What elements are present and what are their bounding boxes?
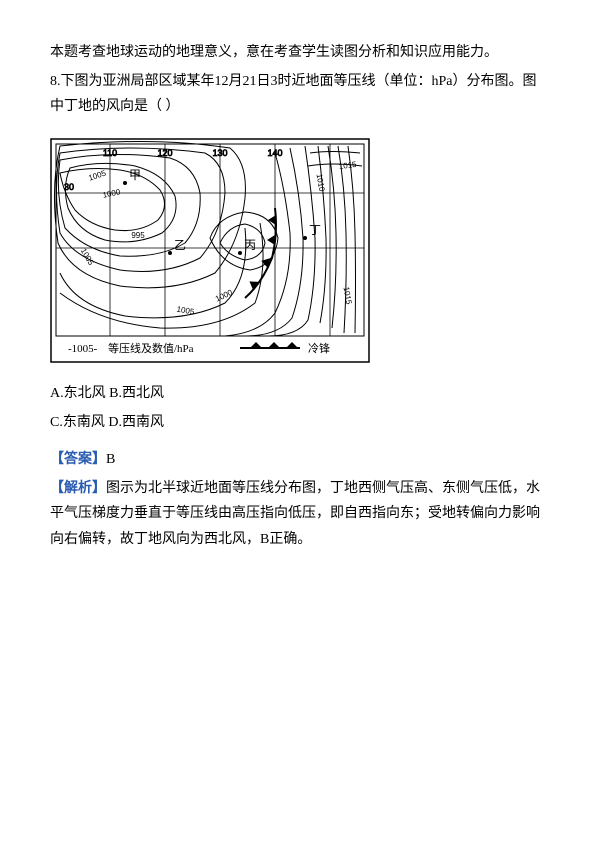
answer-prefix: 【答案】 bbox=[50, 452, 106, 467]
analysis-prefix: 【解析】 bbox=[50, 481, 106, 496]
svg-text:丙: 丙 bbox=[244, 238, 256, 252]
analysis-line: 【解析】图示为北半球近地面等压线分布图，丁地西侧气压高、东侧气压低，水平气压梯度… bbox=[50, 476, 545, 552]
pressure-map-svg: 11012013014030 1005100099510051005100010… bbox=[50, 138, 370, 363]
svg-text:130: 130 bbox=[212, 148, 227, 158]
option-line-ab: A.东北风 B.西北风 bbox=[50, 381, 545, 406]
svg-text:-1005-: -1005- bbox=[68, 343, 98, 355]
intro-line-1: 本题考查地球运动的地理意义，意在考查学生读图分析和知识应用能力。 bbox=[50, 40, 545, 65]
svg-text:995: 995 bbox=[131, 231, 145, 240]
intro-line-2: 8.下图为亚洲局部区域某年12月21日3时近地面等压线（单位：hPa）分布图。图… bbox=[50, 69, 545, 119]
svg-text:丁: 丁 bbox=[309, 223, 321, 237]
svg-text:等压线及数值/hPa: 等压线及数值/hPa bbox=[108, 341, 194, 355]
svg-text:甲: 甲 bbox=[129, 168, 141, 182]
pressure-map-figure: 11012013014030 1005100099510051005100010… bbox=[50, 138, 545, 363]
analysis-body: 图示为北半球近地面等压线分布图，丁地西侧气压高、东侧气压低，水平气压梯度力垂直于… bbox=[50, 481, 540, 546]
answer-value: B bbox=[106, 452, 115, 467]
answer-line: 【答案】B bbox=[50, 447, 545, 472]
svg-text:冷锋: 冷锋 bbox=[308, 342, 330, 355]
svg-text:110: 110 bbox=[103, 148, 117, 158]
option-line-cd: C.东南风 D.西南风 bbox=[50, 410, 545, 435]
svg-text:乙: 乙 bbox=[174, 238, 186, 252]
